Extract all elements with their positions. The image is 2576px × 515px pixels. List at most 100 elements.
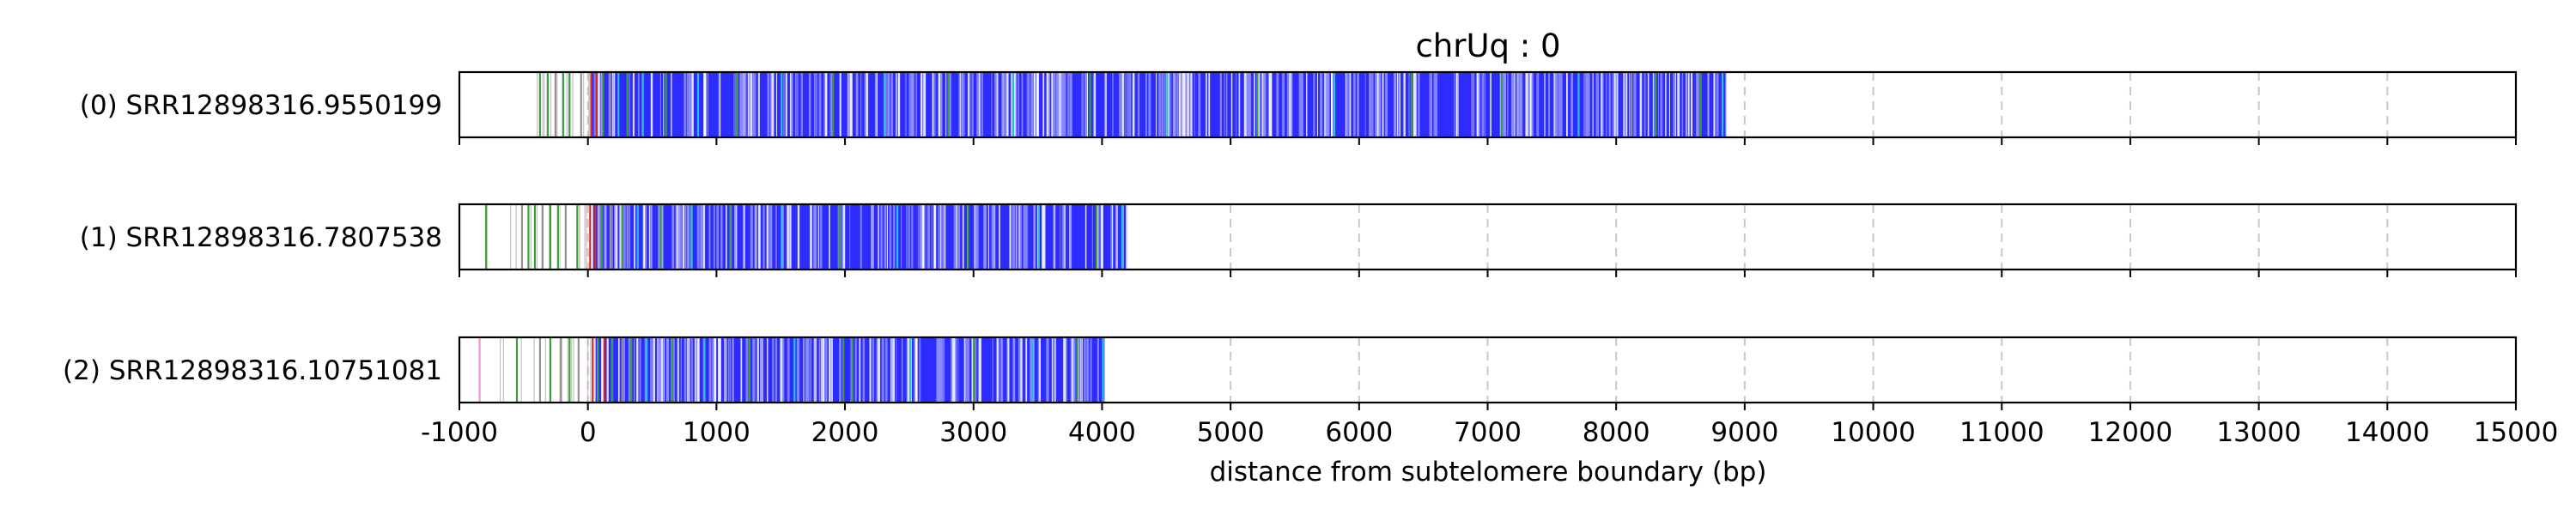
x-axis: -1000 0 1000 2000 3000 4000 5000 6000 7000 8000 90… [421, 417, 2558, 448]
variant-mark [1333, 72, 1336, 137]
repeat-stripe [1190, 72, 1193, 137]
repeat-stripe [1066, 337, 1067, 403]
repeat-stripe [920, 204, 922, 270]
variant-mark [568, 337, 571, 403]
repeat-stripe [1516, 72, 1518, 137]
repeat-stripe [1374, 72, 1376, 137]
repeat-stripe [1046, 72, 1049, 137]
repeat-stripe [1054, 337, 1056, 403]
repeat-stripe [1158, 72, 1161, 137]
repeat-stripe [951, 337, 955, 403]
repeat-stripe [969, 72, 971, 137]
repeat-stripe [629, 204, 631, 270]
repeat-stripe [1453, 72, 1455, 137]
repeat-stripe [1054, 204, 1055, 270]
repeat-stripe [1083, 72, 1084, 137]
repeat-stripe [716, 204, 720, 270]
repeat-stripe [633, 337, 635, 403]
track-label: (0) SRR12898316.9550199 [80, 90, 442, 121]
repeat-stripe [974, 337, 977, 403]
repeat-stripe [781, 337, 783, 403]
repeat-stripe [639, 337, 641, 403]
repeat-stripe [1182, 72, 1186, 137]
repeat-stripe [1104, 72, 1106, 137]
repeat-stripe [789, 204, 791, 270]
track-label: (1) SRR12898316.7807538 [80, 222, 442, 253]
repeat-stripe [1643, 72, 1646, 137]
repeat-stripe [1011, 72, 1013, 137]
pre-repeat-line [579, 204, 580, 270]
repeat-stripe [994, 72, 997, 137]
x-tick-label: 13000 [2216, 417, 2301, 448]
variant-mark [515, 337, 519, 403]
repeat-stripe [660, 204, 663, 270]
repeat-stripe [775, 72, 778, 137]
repeat-stripe [1259, 72, 1261, 137]
repeat-stripe [1145, 72, 1147, 137]
repeat-stripe [750, 204, 753, 270]
repeat-stripe [1696, 72, 1698, 137]
repeat-stripe [1127, 72, 1129, 137]
repeat-stripe [1673, 72, 1676, 137]
repeat-stripe [772, 337, 775, 403]
repeat-stripe [1097, 337, 1100, 403]
repeat-stripe [977, 337, 981, 403]
repeat-stripe [739, 72, 742, 137]
repeat-stripe [967, 337, 970, 403]
repeat-stripe [1254, 72, 1255, 137]
pre-repeat-line [583, 72, 585, 137]
repeat-stripe [884, 204, 886, 270]
variant-mark [577, 337, 580, 403]
variant-mark [665, 72, 667, 137]
repeat-stripe [1616, 72, 1619, 137]
repeat-stripe [1376, 72, 1379, 137]
repeat-stripe [893, 204, 896, 270]
repeat-stripe [1120, 72, 1121, 137]
repeat-stripe [1321, 72, 1323, 137]
repeat-stripe [945, 72, 947, 137]
repeat-stripe [1092, 72, 1095, 137]
repeat-stripe [978, 72, 981, 137]
repeat-stripe [1063, 337, 1066, 403]
repeat-stripe [1025, 337, 1028, 403]
repeat-stripe [1167, 72, 1170, 137]
repeat-stripe [1553, 72, 1556, 137]
repeat-stripe [1369, 72, 1371, 137]
repeat-stripe [884, 337, 888, 403]
repeat-stripe [653, 337, 655, 403]
repeat-stripe [911, 204, 914, 270]
repeat-stripe [1674, 72, 1677, 137]
repeat-stripe [908, 204, 910, 270]
repeat-stripe [925, 204, 927, 270]
repeat-stripe [766, 204, 769, 270]
repeat-stripe [1019, 204, 1022, 270]
variant-mark [594, 204, 597, 270]
repeat-stripe [919, 337, 921, 403]
variant-mark [630, 337, 633, 403]
track-label: (2) SRR12898316.10751081 [63, 355, 442, 386]
repeat-stripe [623, 337, 625, 403]
repeat-stripe [643, 204, 646, 270]
variant-mark [603, 337, 605, 403]
repeat-stripe [805, 337, 809, 403]
repeat-stripe [981, 72, 983, 137]
repeat-stripe [1148, 72, 1151, 137]
repeat-stripe [905, 72, 907, 137]
repeat-stripe [1536, 72, 1538, 137]
repeat-stripe [673, 337, 675, 403]
variant-mark [646, 337, 648, 403]
repeat-stripe [962, 204, 964, 270]
repeat-stripe [694, 337, 697, 403]
repeat-stripe [1125, 72, 1127, 137]
repeat-stripe [940, 337, 944, 403]
repeat-stripe [718, 337, 720, 403]
repeat-stripe [696, 337, 700, 403]
repeat-stripe [1012, 337, 1016, 403]
variant-mark [564, 204, 567, 270]
repeat-stripe [1601, 72, 1604, 137]
variant-mark [580, 72, 582, 137]
track-2: (2) SRR12898316.10751081 [63, 336, 2518, 410]
repeat-stripe [964, 337, 968, 403]
repeat-stripe [971, 72, 974, 137]
repeat-stripe [1224, 72, 1225, 137]
